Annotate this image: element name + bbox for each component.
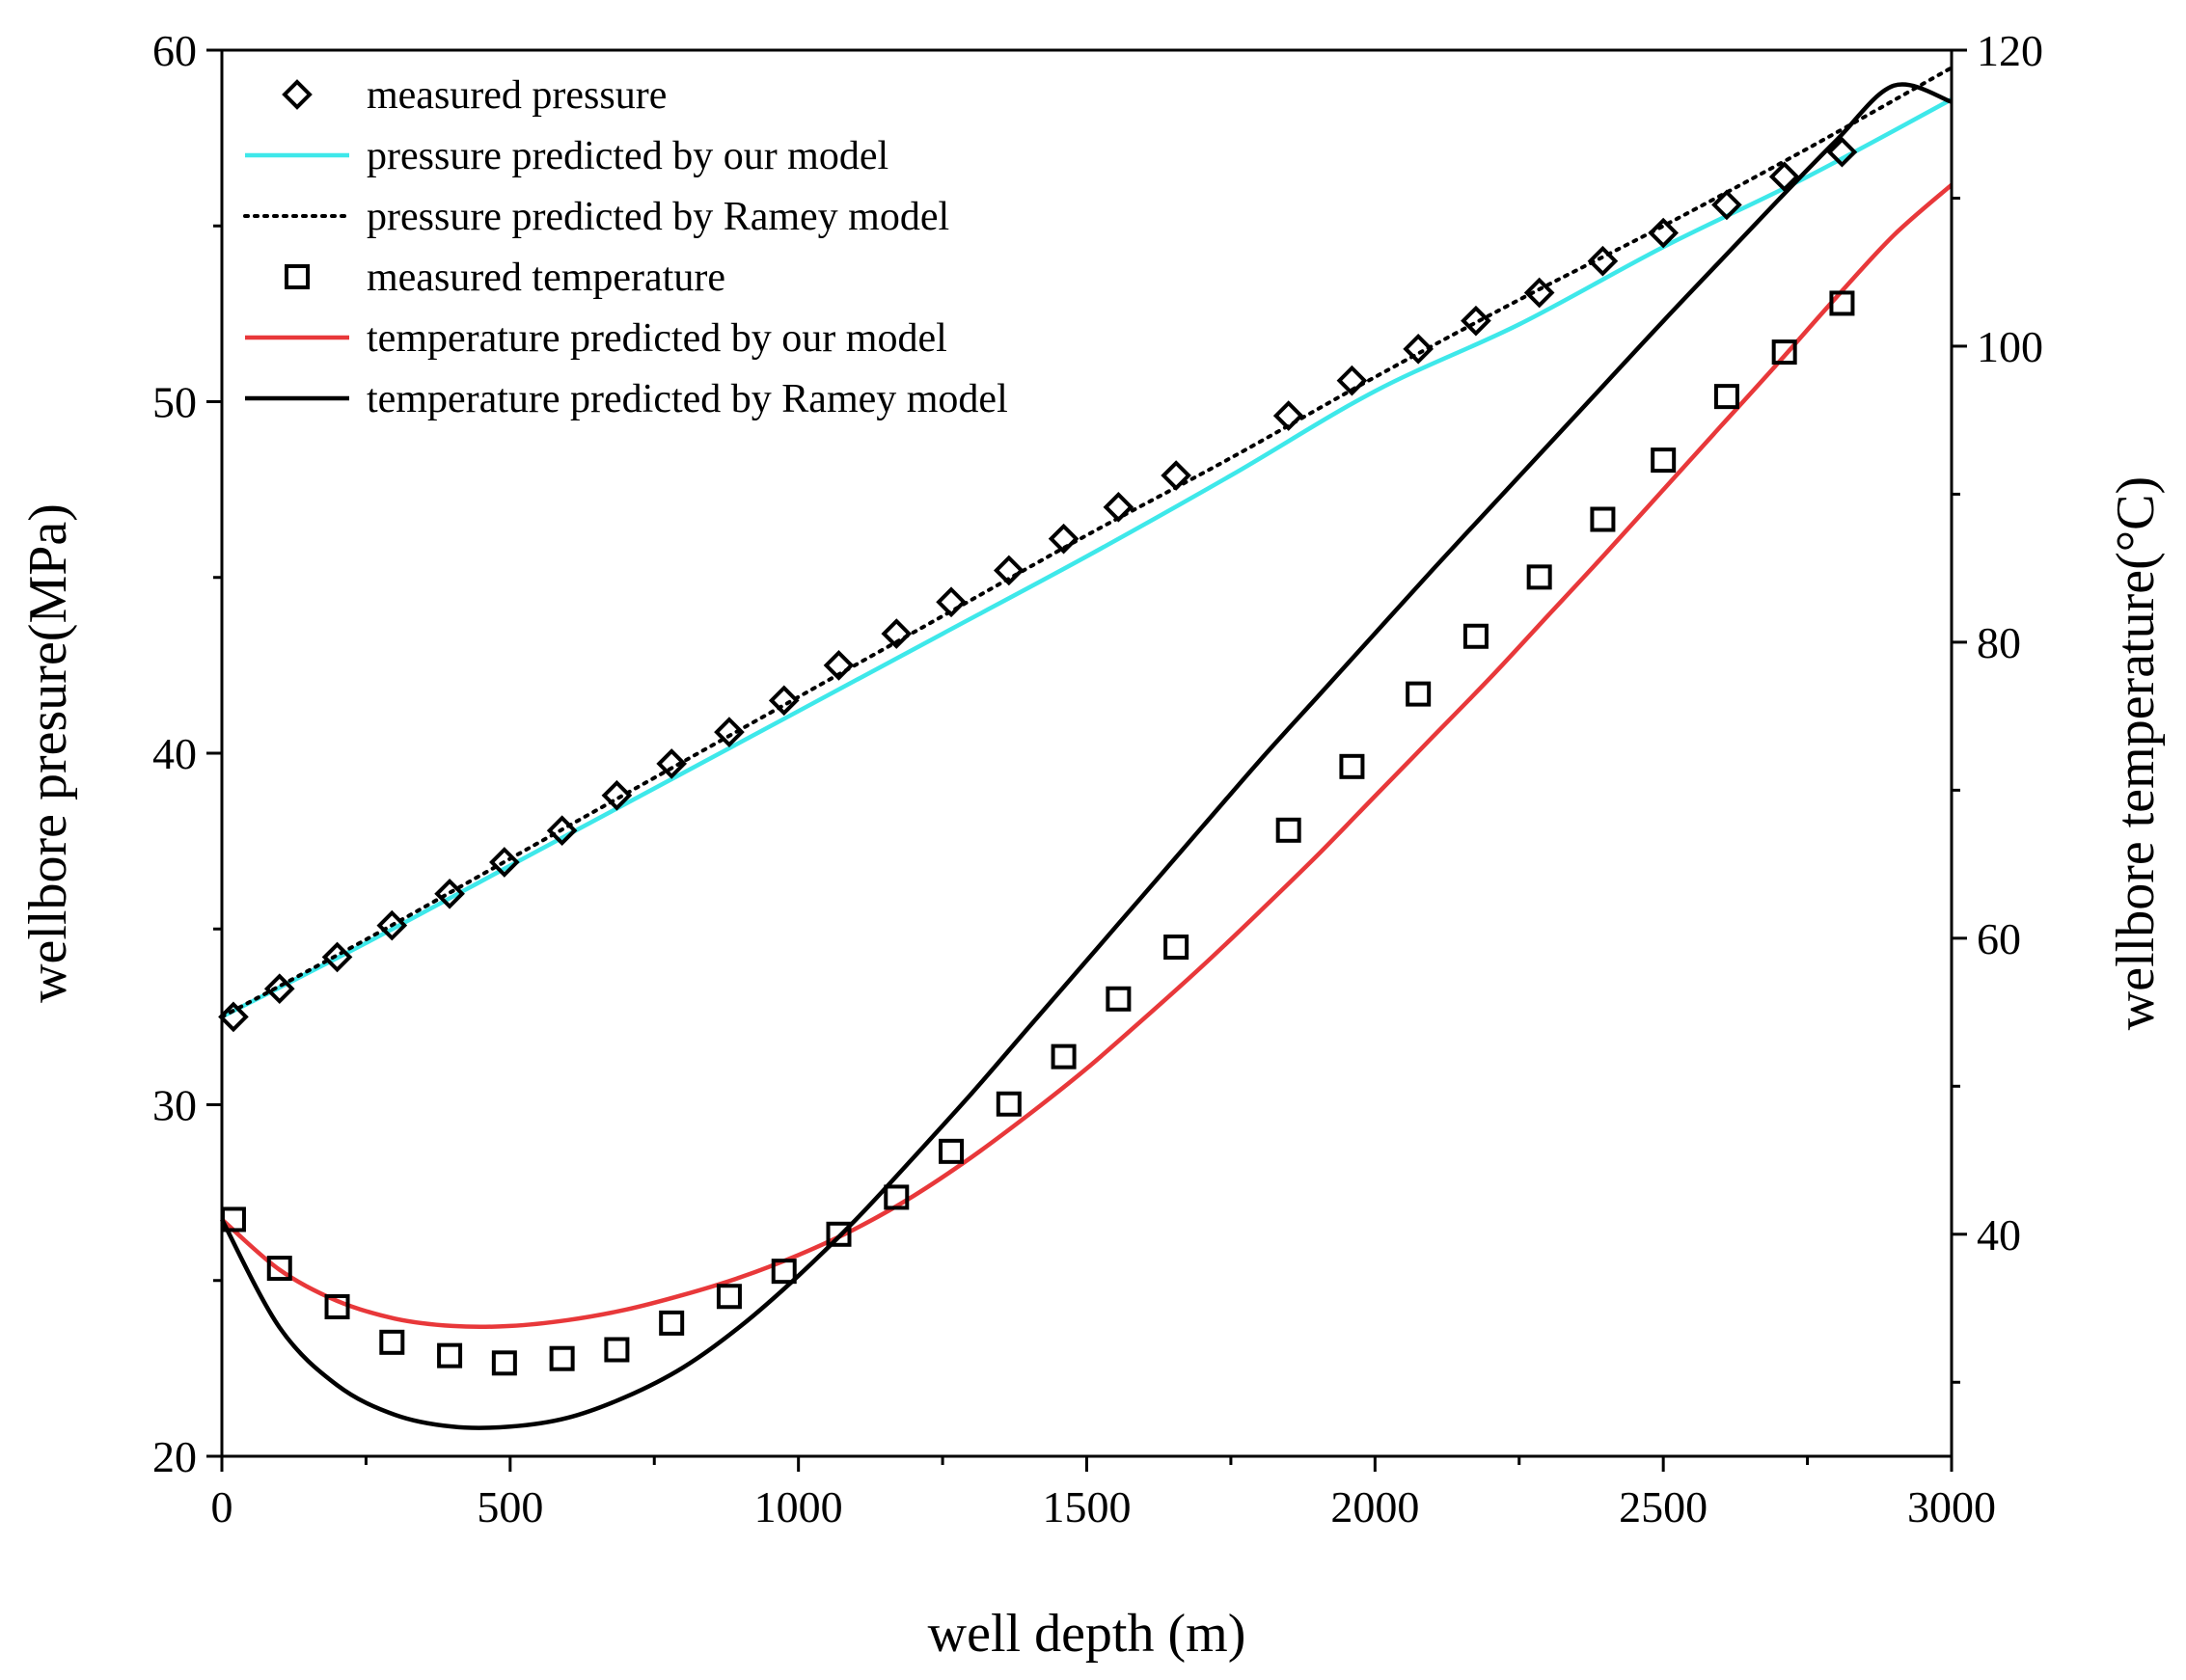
measured-pressure-point (1648, 217, 1679, 249)
legend-measured-pressure-label: measured pressure (367, 73, 667, 118)
measured-pressure-point (601, 779, 633, 811)
measured-temperature-point (884, 1184, 910, 1210)
y-left-tick-label: 60 (152, 26, 197, 75)
measured-temperature-point (491, 1350, 517, 1376)
measured-temperature-point (1771, 339, 1797, 366)
x-axis-title: well depth (m) (928, 1604, 1246, 1664)
measured-pressure-point (376, 909, 408, 941)
axis-ticks (206, 48, 1967, 1472)
y-right-tick-label: 40 (1977, 1210, 2021, 1260)
x-tick-label: 1500 (1043, 1482, 1132, 1531)
measured-pressure-point (656, 748, 688, 779)
measured-pressure-point (1272, 400, 1304, 431)
measured-temperature-point (1713, 384, 1739, 410)
measured-temperature-point (1339, 753, 1365, 779)
measured-temperature-point (1462, 623, 1489, 649)
measured-temperature-point (1829, 290, 1855, 316)
measured-temperature-point (1526, 564, 1552, 590)
x-tick-label: 0 (211, 1482, 233, 1531)
y-right-tick-label: 100 (1977, 322, 2043, 371)
measured-temperature-point (1163, 935, 1189, 961)
temperature-predicted-by-our-model-line (220, 183, 1954, 1330)
x-tick-label: 2500 (1619, 1482, 1708, 1531)
legend-temperature-predicted-by-our-model-label: temperature predicted by our model (367, 316, 947, 361)
measured-pressure-point (218, 1001, 249, 1033)
measured-pressure-point (546, 815, 578, 847)
legend-measured-temperature-label: measured temperature (367, 256, 725, 300)
measured-pressure-point (1336, 365, 1368, 396)
measured-pressure-point (1768, 161, 1800, 193)
pressure-predicted-by-ramey-model-line (220, 66, 1954, 1019)
measured-temperature-point (1590, 506, 1616, 532)
measured-pressure-point (714, 717, 745, 747)
y-right-tick-label: 60 (1977, 914, 2021, 963)
measured-temperature-point (1106, 986, 1132, 1012)
measured-pressure-point (1587, 245, 1619, 277)
y-axis-left-title: wellbore presure(MPa) (18, 503, 78, 1003)
measured-pressure-point (1048, 523, 1079, 555)
measured-pressure-point (489, 847, 520, 878)
measured-pressure-point (823, 650, 855, 681)
measured-temperature-point (771, 1259, 797, 1285)
measured-pressure-point (1461, 305, 1491, 337)
measured-temperature-point (939, 1138, 965, 1164)
temperature-predicted-by-ramey-model-line (220, 82, 1953, 1430)
legend: measured pressure pressure predicted by o… (243, 73, 1008, 421)
measured-pressure-point (993, 555, 1025, 586)
measured-temperature-point (1406, 681, 1432, 707)
x-tick-label: 3000 (1907, 1482, 1996, 1531)
measured-temperature-point (996, 1091, 1022, 1117)
measured-temperature-point (324, 1293, 350, 1319)
y-left-tick-label: 20 (152, 1432, 197, 1481)
measured-pressure-point (936, 586, 967, 618)
y-left-tick-label: 50 (152, 378, 197, 427)
measured-temperature-point (1651, 447, 1677, 474)
legend-pressure-predicted-by-ramey-model-label: pressure predicted by Ramey model (367, 195, 949, 239)
measured-pressure-point (1711, 189, 1742, 221)
legend-pressure-predicted-by-our-model-label: pressure predicted by our model (367, 134, 888, 178)
y-right-tick-label: 120 (1977, 26, 2043, 75)
legend-measured-pressure-symbol (282, 79, 313, 110)
measured-pressure-point (434, 878, 465, 909)
measured-temperature-point (1051, 1043, 1077, 1070)
measured-pressure-point (263, 973, 295, 1005)
measured-temperature-point (1275, 817, 1301, 843)
legend-measured-temperature-symbol (285, 264, 310, 289)
measured-temperature-point (826, 1221, 852, 1247)
x-tick-label: 500 (477, 1482, 543, 1531)
legend-temperature-predicted-by-ramey-model-label: temperature predicted by Ramey model (367, 377, 1008, 421)
measured-temperature-point (379, 1329, 405, 1355)
measured-temperature-point (604, 1337, 630, 1363)
measured-temperature-point (659, 1310, 685, 1336)
chart-marker-layer (218, 136, 1858, 1376)
axis-tick-labels: 0 500 1000 1500 2000 2500 3000 20 30 40 50 60 40 60 80… (152, 26, 2043, 1531)
x-tick-label: 1000 (754, 1482, 843, 1531)
y-left-tick-label: 30 (152, 1081, 197, 1130)
measured-pressure-point (1826, 136, 1858, 168)
y-axis-right-title: wellbore temperature(°C) (2106, 476, 2166, 1030)
measured-temperature-point (266, 1256, 292, 1282)
measured-pressure-point (1161, 460, 1191, 491)
y-left-tick-label: 40 (152, 729, 197, 778)
y-right-tick-label: 80 (1977, 618, 2021, 667)
x-tick-label: 2000 (1330, 1482, 1419, 1531)
measured-temperature-point (716, 1284, 742, 1310)
measured-temperature-point (437, 1342, 463, 1368)
measured-pressure-point (1103, 492, 1134, 523)
measured-pressure-point (881, 618, 913, 649)
measured-pressure-point (321, 941, 353, 973)
measured-pressure-point (1523, 277, 1555, 309)
measured-pressure-point (1403, 333, 1434, 365)
measured-pressure-point (768, 685, 800, 717)
measured-temperature-point (549, 1345, 575, 1371)
